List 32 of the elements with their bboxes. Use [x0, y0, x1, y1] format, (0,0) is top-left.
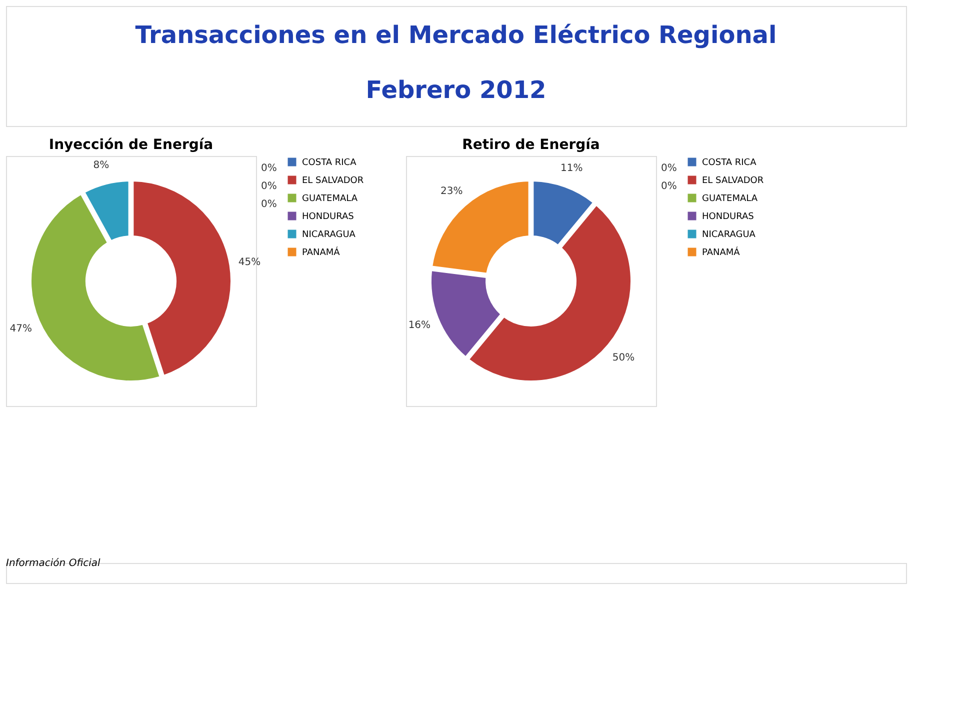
legend-label: COSTA RICA — [302, 158, 358, 168]
legend-label: NICARAGUA — [302, 230, 356, 240]
donut-slice — [432, 180, 530, 274]
legend-label: EL SALVADOR — [302, 176, 364, 186]
legend-label: HONDURAS — [702, 212, 754, 222]
legend-label: NICARAGUA — [702, 230, 756, 240]
data-label: 8% — [93, 160, 110, 171]
chart-title: Retiro de Energía — [462, 137, 600, 153]
donut-slice — [430, 270, 502, 358]
legend-label: COSTA RICA — [702, 158, 758, 168]
legend-label: HONDURAS — [302, 212, 354, 222]
data-label: 47% — [10, 324, 32, 335]
chart-title: Inyección de Energía — [48, 137, 214, 153]
text: Transacciones en el Mercado Eléctrico Regional — [135, 21, 777, 49]
legend-label: GUATEMALA — [702, 194, 758, 204]
text: 0% — [261, 199, 277, 210]
legend-label: GUATEMALA — [302, 194, 358, 204]
legend-label: EL SALVADOR — [702, 176, 764, 186]
legend-label: PANAMÁ — [702, 246, 741, 258]
legend-label: PANAMÁ — [302, 246, 341, 258]
data-label: 50% — [612, 352, 635, 364]
data-label: 16% — [408, 320, 431, 332]
text: 0% — [261, 181, 277, 192]
text: Información Oficial — [6, 558, 101, 569]
data-label: 11% — [560, 163, 583, 174]
text: 0% — [261, 163, 277, 174]
text: Febrero 2012 — [366, 76, 546, 104]
donut-slice — [532, 180, 594, 246]
data-label: 23% — [440, 186, 463, 197]
text: 0% — [661, 181, 677, 192]
data-label: 45% — [238, 257, 261, 268]
text: 0% — [661, 163, 677, 174]
